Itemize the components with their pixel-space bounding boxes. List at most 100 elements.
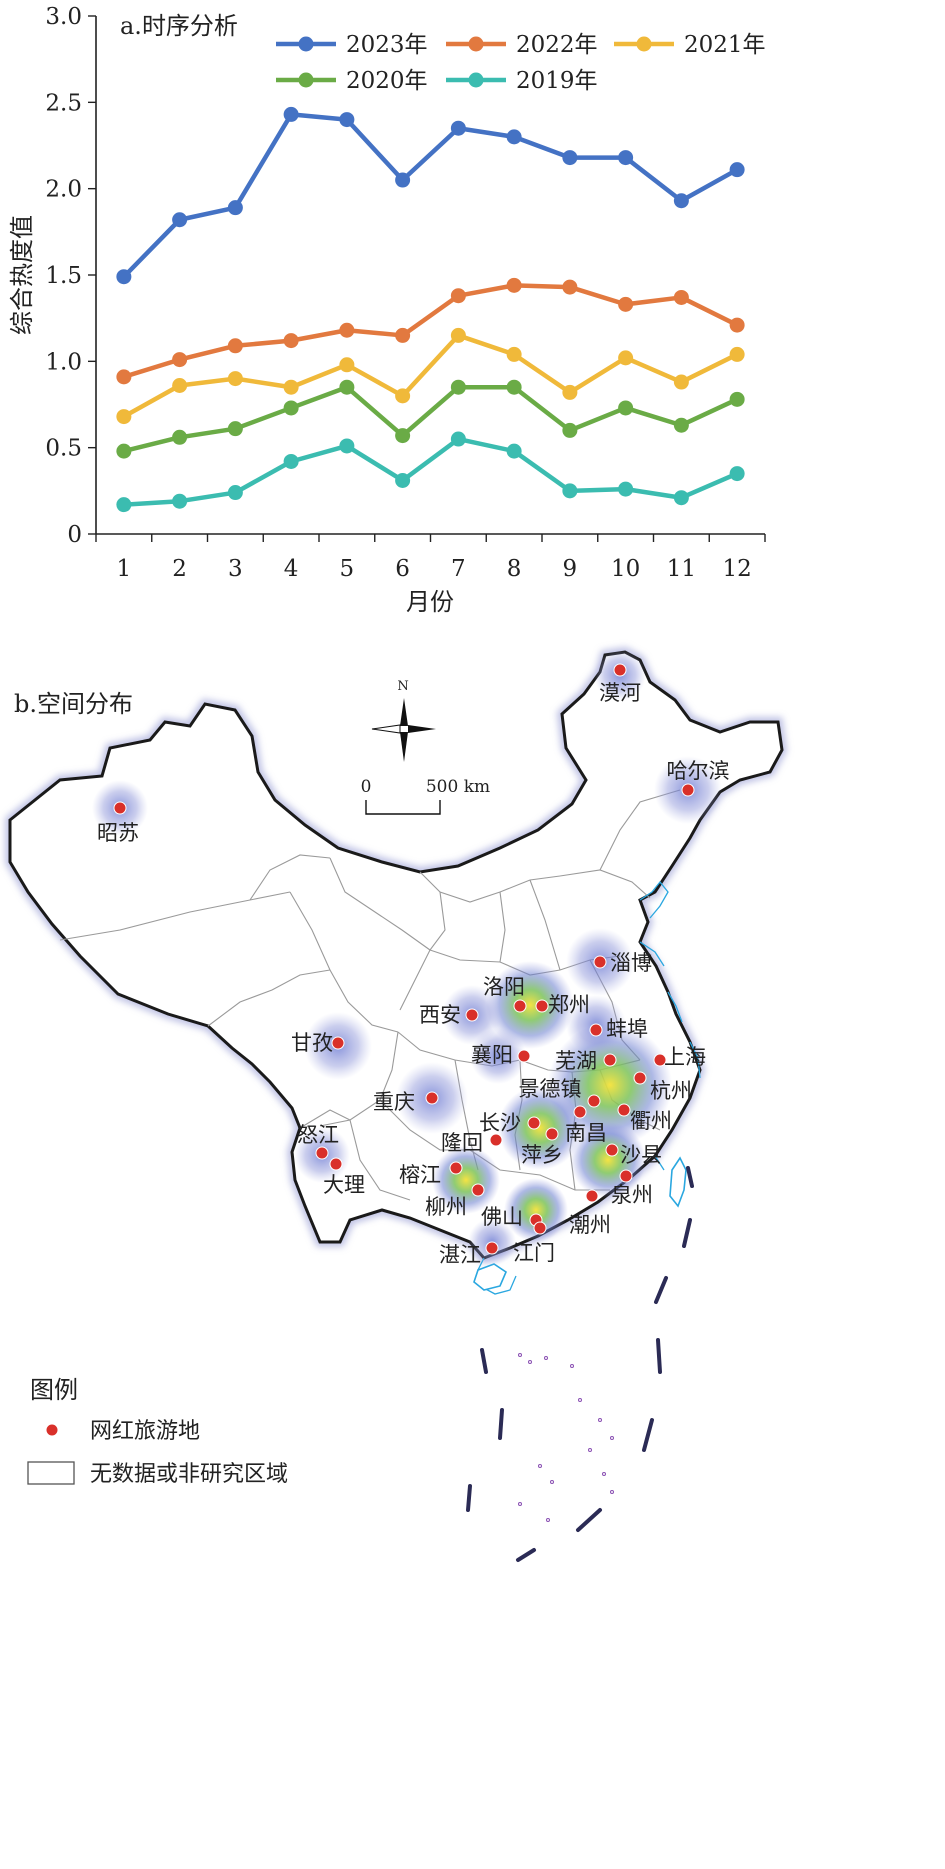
data-point	[729, 466, 745, 482]
data-point	[116, 269, 132, 285]
city-marker: 隆回	[441, 1131, 503, 1155]
city-point	[513, 999, 527, 1013]
data-point	[116, 409, 132, 425]
x-tick-label: 7	[451, 556, 466, 582]
north-label: N	[397, 679, 408, 694]
map-title: b.空间分布	[14, 690, 133, 718]
city-point	[517, 1049, 531, 1063]
city-marker: 哈尔滨	[667, 759, 730, 797]
x-tick-label: 5	[340, 556, 355, 582]
data-point	[227, 338, 243, 354]
city-point	[603, 1053, 617, 1067]
x-tick-label: 11	[667, 556, 696, 582]
legend-label: 2022年	[516, 32, 598, 58]
data-point	[172, 212, 188, 228]
series-2023年	[116, 106, 745, 285]
scale-start-label: 0	[361, 777, 372, 797]
city-point	[619, 1169, 633, 1183]
city-label: 芜湖	[555, 1049, 597, 1073]
legend-label: 2019年	[516, 68, 598, 94]
south-sea-islands	[518, 1353, 614, 1522]
city-point	[633, 1071, 647, 1085]
x-axis-label: 月份	[406, 588, 454, 616]
data-point	[673, 490, 689, 506]
legend-item: 2023年	[276, 32, 428, 58]
city-label: 泉州	[611, 1183, 653, 1207]
city-label: 佛山	[481, 1205, 523, 1229]
city-point	[489, 1133, 503, 1147]
city-marker: 甘孜	[291, 1031, 345, 1055]
y-axis-label: 综合热度值	[8, 215, 36, 335]
city-marker: 沙县	[605, 1143, 662, 1167]
data-point	[227, 371, 243, 387]
data-point	[618, 400, 634, 416]
data-point	[450, 120, 466, 136]
city-marker: 上海	[653, 1045, 706, 1069]
legend-point-label: 网红旅游地	[90, 1419, 200, 1444]
legend-marker	[298, 36, 314, 52]
city-point	[613, 663, 627, 677]
map-legend: 图例 网红旅游地 无数据或非研究区域	[27, 1376, 288, 1487]
city-label: 郑州	[548, 993, 590, 1017]
city-label: 漠河	[599, 681, 641, 705]
y-tick-label: 1.0	[45, 349, 82, 375]
city-label: 淄博	[610, 951, 652, 975]
data-point	[729, 391, 745, 407]
x-tick-label: 6	[395, 556, 410, 582]
data-point	[339, 379, 355, 395]
city-label: 上海	[664, 1045, 706, 1069]
data-point	[172, 493, 188, 509]
city-marker: 芜湖	[555, 1049, 617, 1073]
city-point	[617, 1103, 631, 1117]
city-label: 哈尔滨	[667, 759, 730, 783]
city-label: 隆回	[441, 1131, 483, 1155]
city-point	[425, 1091, 439, 1105]
data-point	[729, 346, 745, 362]
data-point	[172, 352, 188, 368]
data-point	[116, 369, 132, 385]
city-label: 衢州	[630, 1109, 672, 1133]
data-point	[562, 150, 578, 166]
city-marker: 怒江	[297, 1123, 339, 1160]
city-label: 西安	[419, 1003, 461, 1027]
data-point	[506, 379, 522, 395]
city-point	[605, 1143, 619, 1157]
city-marker: 榕江	[399, 1161, 463, 1187]
city-marker: 郑州	[535, 993, 590, 1017]
city-label: 潮州	[569, 1213, 611, 1237]
city-label: 江门	[513, 1241, 555, 1265]
legend-item: 2019年	[446, 68, 598, 94]
legend-title: 图例	[30, 1376, 78, 1404]
city-label: 甘孜	[291, 1031, 333, 1055]
data-point	[618, 481, 634, 497]
north-arrow-n	[400, 698, 408, 726]
data-point	[562, 422, 578, 438]
legend-point-symbol	[45, 1423, 59, 1437]
data-point	[506, 277, 522, 293]
legend-marker	[298, 72, 314, 88]
data-point	[562, 279, 578, 295]
data-point	[172, 378, 188, 394]
city-point	[535, 999, 549, 1013]
city-marker: 重庆	[373, 1090, 439, 1114]
data-point	[562, 483, 578, 499]
city-label: 榕江	[399, 1163, 441, 1187]
legend-label: 2021年	[684, 32, 766, 58]
legend-item: 2020年	[276, 68, 428, 94]
city-marker: 南昌	[565, 1105, 607, 1145]
legend-nodata-symbol	[27, 1461, 75, 1485]
city-point	[589, 1023, 603, 1037]
city-label: 蚌埠	[606, 1017, 648, 1041]
legend-label: 2023年	[346, 32, 428, 58]
data-point	[618, 350, 634, 366]
city-point	[449, 1161, 463, 1175]
x-tick-label: 8	[507, 556, 522, 582]
legend-label: 2020年	[346, 68, 428, 94]
data-point	[283, 453, 299, 469]
city-point	[653, 1053, 667, 1067]
city-point	[533, 1221, 547, 1235]
legend-marker	[636, 36, 652, 52]
city-label: 长沙	[479, 1111, 521, 1135]
data-point	[506, 346, 522, 362]
